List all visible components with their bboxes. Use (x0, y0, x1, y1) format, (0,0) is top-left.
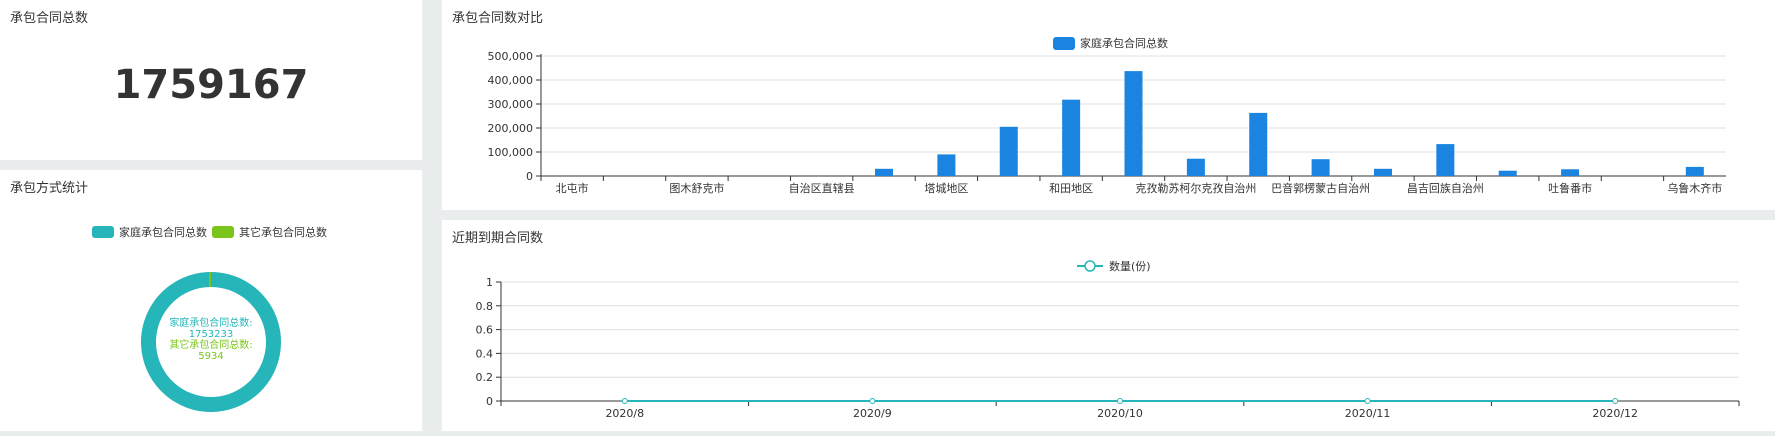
bar (1249, 112, 1268, 176)
bar (1062, 99, 1081, 176)
y-tick-label: 1 (486, 276, 493, 289)
contract-comparison-panel: 承包合同数对比 家庭承包合同总数 0 100,000 200,000 300,000 40… (442, 0, 1775, 210)
bar (1436, 144, 1455, 176)
legend-swatch (1053, 37, 1075, 50)
panel-title: 承包合同总数 (10, 11, 89, 26)
bar (937, 154, 956, 176)
x-tick-label: 乌鲁木齐市 (1667, 181, 1722, 195)
pie-center-text: 家庭承包合同总数: (169, 316, 252, 329)
panel-title: 承包合同数对比 (452, 11, 544, 26)
panel-title: 承包方式统计 (10, 181, 89, 196)
x-tick-label: 2020/8 (605, 407, 644, 420)
data-point (1612, 398, 1619, 404)
x-tick-label: 和田地区 (1049, 182, 1093, 195)
total-contracts-panel: 承包合同总数 1759167 (0, 0, 422, 160)
bar (875, 168, 894, 176)
data-point (621, 398, 628, 404)
pie-arcs (141, 272, 282, 412)
x-tick-label: 2020/9 (853, 407, 892, 420)
x-tick-label: 克孜勒苏柯尔克孜自治州 (1135, 181, 1256, 195)
bar (1311, 159, 1330, 176)
x-tick-label: 昌吉回族自治州 (1407, 181, 1484, 195)
panel-title: 近期到期合同数 (452, 231, 544, 246)
data-point (869, 398, 876, 404)
y-tick-label: 0.8 (476, 300, 494, 313)
legend-label: 数量(份) (1109, 260, 1151, 273)
x-tick-label: 塔城地区 (924, 182, 968, 195)
bar (999, 126, 1018, 176)
bar (1186, 158, 1205, 176)
data-point (1364, 398, 1371, 404)
x-tick-label: 2020/11 (1345, 407, 1391, 420)
legend-label: 家庭承包合同总数 (119, 225, 207, 239)
data-point (1117, 398, 1123, 404)
y-tick-label: 0.4 (476, 347, 494, 360)
legend-swatch (212, 226, 234, 238)
total-contracts-value: 1759167 (113, 62, 309, 108)
y-tick-label: 0 (486, 395, 493, 408)
pie-center-text: 1753233 (189, 329, 234, 340)
y-tick-label: 500,000 (488, 50, 534, 63)
bar-chart: 家庭承包合同总数 0 100,000 200,000 300,000 400,000 500… (488, 36, 1726, 195)
x-tick-label: 自治区直辖县 (789, 181, 855, 195)
y-tick-label: 300,000 (488, 98, 534, 111)
bar (1373, 168, 1392, 176)
x-tick-label: 吐鲁番市 (1548, 181, 1592, 195)
bar (1498, 170, 1517, 176)
y-tick-label: 0.2 (476, 371, 494, 384)
bar (1685, 166, 1704, 176)
x-tick-label: 图木舒克市 (669, 181, 724, 195)
legend-label: 家庭承包合同总数 (1080, 36, 1168, 50)
bar (1561, 169, 1580, 176)
y-tick-label: 200,000 (488, 122, 534, 135)
y-tick-label: 400,000 (488, 74, 534, 87)
pie-center-text: 其它承包合同总数: (169, 338, 252, 351)
bar (1124, 71, 1143, 176)
x-tick-label: 北屯市 (556, 181, 589, 195)
y-tick-label: 0.6 (476, 324, 494, 337)
line-chart: 数量(份) 0 0.2 0.4 0.6 0.8 1 2020/8 2020/9 2020/10 20… (476, 260, 1740, 420)
pie-legend: 家庭承包合同总数 其它承包合同总数 (92, 225, 327, 239)
pie-slice (209, 272, 211, 288)
x-tick-label: 2020/10 (1097, 407, 1143, 420)
x-tick-label: 巴音郭楞蒙古自治州 (1271, 181, 1370, 195)
x-tick-label: 2020/12 (1592, 407, 1638, 420)
legend-label: 其它承包合同总数 (239, 225, 327, 239)
legend-swatch (92, 226, 114, 238)
donut-chart: 家庭承包合同总数 其它承包合同总数 家庭承包合同总数:1753233其它承包合同总… (92, 225, 327, 412)
legend-marker (1084, 260, 1096, 272)
pie-center-text: 5934 (198, 351, 223, 362)
y-tick-label: 0 (526, 170, 533, 183)
contract-type-panel: 承包方式统计 家庭承包合同总数 其它承包合同总数 家庭承包合同总数: 1753233… (0, 170, 422, 431)
expiring-contracts-panel: 近期到期合同数 数量(份) 0 0.2 0.4 0.6 0.8 1 2020/8 2020/9 2… (442, 220, 1775, 431)
y-tick-label: 100,000 (488, 146, 534, 159)
